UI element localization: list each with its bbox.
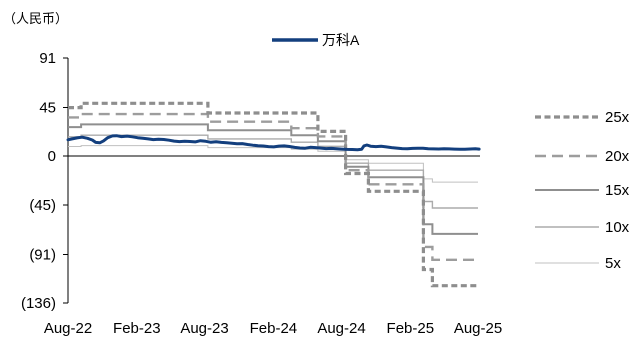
x-tick-label: Feb-25 xyxy=(387,320,435,337)
axes: 91 45 0 (45) (91) (136) Aug-22 Feb-23 Aug-23 Feb-… xyxy=(21,50,502,337)
legend-label: 15x xyxy=(605,182,630,199)
pe-band-line-15x xyxy=(68,123,478,235)
price-legend-label: 万科A xyxy=(322,32,360,48)
y-tick-label: 45 xyxy=(39,100,56,117)
x-tick-label: Aug-24 xyxy=(317,320,365,337)
pe-band-legend: 25x 20x 15x 10x 5x xyxy=(535,109,630,272)
x-tick-label: Feb-24 xyxy=(250,320,298,337)
legend-label: 10x xyxy=(605,219,630,236)
pe-band-line-20x xyxy=(68,112,478,261)
x-tick-label: Feb-23 xyxy=(113,320,161,337)
legend-item-15x: 15x xyxy=(535,182,630,199)
legend-label: 25x xyxy=(605,109,630,126)
y-tick-label: (45) xyxy=(29,197,56,214)
y-tick-label: 91 xyxy=(39,50,56,67)
legend-item-25x: 25x xyxy=(535,109,630,126)
y-tick-label: 0 xyxy=(48,148,56,165)
legend-item-10x: 10x xyxy=(535,219,630,236)
price-legend: 万科A xyxy=(272,32,360,48)
x-tick-label: Aug-23 xyxy=(180,320,228,337)
x-tick-label: Aug-25 xyxy=(454,320,502,337)
legend-item-5x: 5x xyxy=(535,255,621,272)
pe-band-line-5x xyxy=(68,145,478,183)
y-tick-label: (136) xyxy=(21,295,56,312)
price-line xyxy=(66,134,481,152)
x-tick-label: Aug-22 xyxy=(44,320,92,337)
legend-item-20x: 20x xyxy=(535,148,630,165)
unit-label: （人民币） xyxy=(3,11,68,26)
legend-label: 20x xyxy=(605,148,630,165)
price-line-group xyxy=(66,134,481,152)
y-tick-label: (91) xyxy=(29,246,56,263)
pe-band-line-25x xyxy=(68,101,478,288)
legend-label: 5x xyxy=(605,255,621,272)
pe-band-lines xyxy=(68,101,478,288)
